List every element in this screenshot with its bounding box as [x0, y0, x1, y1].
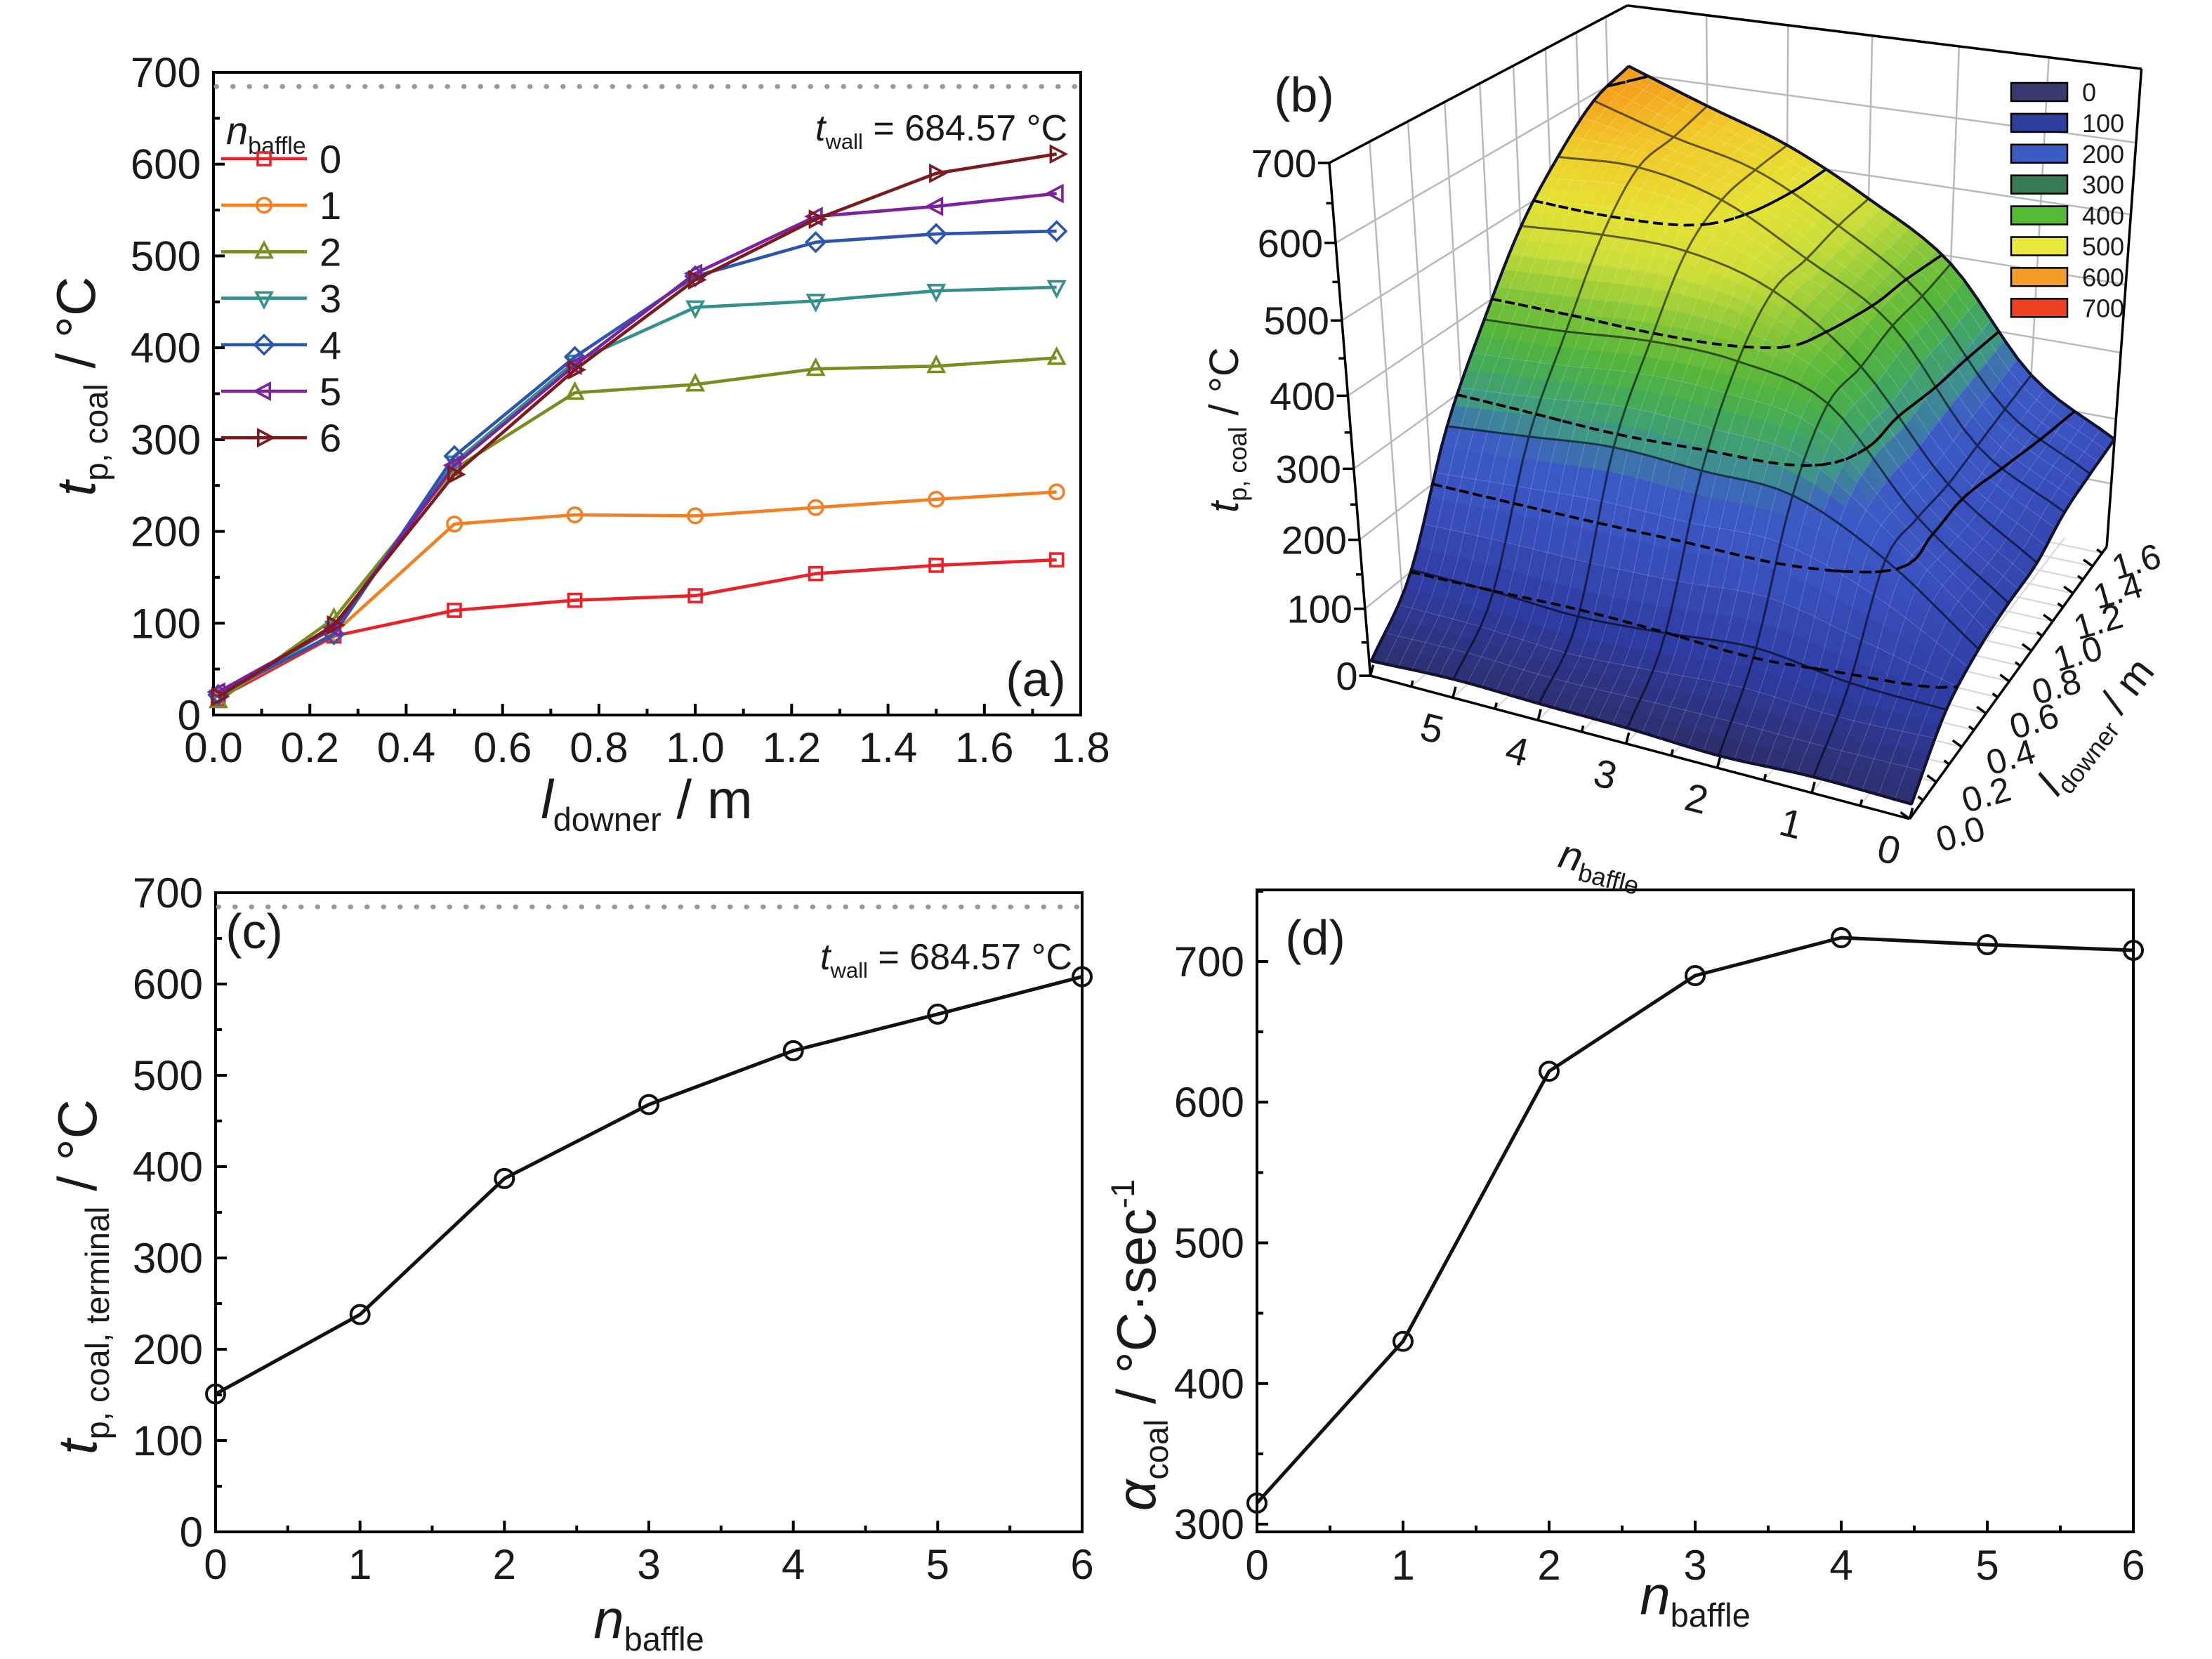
svg-text:(b): (b) — [1274, 67, 1334, 122]
svg-text:100: 100 — [133, 1417, 203, 1464]
svg-text:500: 500 — [131, 232, 201, 280]
svg-text:1: 1 — [1391, 1542, 1414, 1589]
svg-text:0: 0 — [204, 1541, 227, 1588]
svg-text:0.8: 0.8 — [570, 724, 628, 771]
svg-text:0: 0 — [1245, 1542, 1268, 1589]
svg-text:tp, coal, terminal / °C: tp, coal, terminal / °C — [46, 1099, 116, 1455]
svg-text:1: 1 — [348, 1541, 371, 1588]
svg-text:tp, coal / °C: tp, coal / °C — [1202, 347, 1252, 513]
svg-text:(c): (c) — [225, 904, 283, 959]
svg-text:twall = 684.57 °C: twall = 684.57 °C — [815, 108, 1067, 154]
svg-text:300: 300 — [2082, 171, 2124, 199]
svg-text:400: 400 — [133, 1143, 203, 1191]
svg-text:6: 6 — [320, 416, 341, 460]
svg-text:100: 100 — [131, 600, 201, 647]
svg-text:1: 1 — [320, 183, 341, 228]
svg-text:600: 600 — [1258, 221, 1323, 265]
svg-text:400: 400 — [2082, 202, 2124, 230]
svg-text:nbaffle: nbaffle — [226, 108, 306, 159]
svg-text:0.6: 0.6 — [473, 724, 532, 771]
svg-text:5: 5 — [926, 1541, 949, 1588]
svg-text:700: 700 — [133, 870, 203, 917]
svg-text:1.8: 1.8 — [1051, 724, 1110, 771]
svg-text:1.6: 1.6 — [955, 724, 1013, 771]
svg-text:4: 4 — [320, 323, 341, 367]
svg-text:300: 300 — [131, 417, 201, 464]
svg-text:5: 5 — [1975, 1542, 1999, 1589]
svg-text:500: 500 — [1174, 1220, 1244, 1267]
svg-text:6: 6 — [2121, 1542, 2145, 1589]
svg-text:6: 6 — [1070, 1541, 1093, 1588]
svg-text:0: 0 — [180, 1509, 203, 1556]
svg-text:100: 100 — [2082, 109, 2124, 138]
svg-text:5: 5 — [320, 369, 341, 414]
svg-text:100: 100 — [1286, 587, 1352, 631]
svg-text:500: 500 — [1263, 299, 1329, 343]
svg-text:200: 200 — [1282, 518, 1347, 563]
svg-text:600: 600 — [1174, 1079, 1244, 1126]
svg-text:700: 700 — [131, 49, 201, 96]
svg-text:0: 0 — [320, 137, 341, 181]
svg-text:700: 700 — [1174, 938, 1244, 985]
svg-text:0: 0 — [2082, 78, 2096, 107]
svg-text:600: 600 — [133, 961, 203, 1008]
svg-text:1.0: 1.0 — [666, 724, 724, 771]
svg-text:200: 200 — [2082, 140, 2124, 169]
svg-text:0: 0 — [1336, 654, 1357, 698]
svg-text:ldowner / m: ldowner / m — [541, 768, 753, 838]
svg-text:600: 600 — [2082, 263, 2124, 291]
svg-text:3: 3 — [637, 1541, 660, 1588]
svg-text:0.0: 0.0 — [184, 724, 242, 771]
svg-text:400: 400 — [1270, 374, 1335, 418]
svg-text:1.2: 1.2 — [763, 724, 821, 771]
svg-text:300: 300 — [1275, 447, 1341, 491]
svg-text:500: 500 — [133, 1052, 203, 1099]
svg-text:600: 600 — [131, 141, 201, 188]
svg-text:2: 2 — [320, 230, 341, 274]
svg-text:nbaffle: nbaffle — [1640, 1564, 1751, 1634]
svg-text:300: 300 — [1174, 1501, 1244, 1548]
svg-text:0.2: 0.2 — [280, 724, 338, 771]
svg-text:4: 4 — [782, 1541, 805, 1588]
svg-text:200: 200 — [133, 1326, 203, 1373]
svg-text:500: 500 — [2082, 232, 2124, 261]
svg-text:2: 2 — [1537, 1542, 1560, 1589]
svg-text:tp, coal / °C: tp, coal / °C — [45, 277, 114, 497]
svg-text:0: 0 — [178, 692, 201, 739]
svg-text:3: 3 — [1683, 1542, 1706, 1589]
svg-text:200: 200 — [131, 509, 201, 556]
svg-text:400: 400 — [1174, 1360, 1244, 1408]
svg-text:twall = 684.57 °C: twall = 684.57 °C — [820, 937, 1072, 983]
svg-text:2: 2 — [493, 1541, 516, 1588]
svg-text:0.4: 0.4 — [377, 724, 435, 771]
svg-text:αcoal / °C·sec-1: αcoal / °C·sec-1 — [1104, 1179, 1175, 1511]
svg-text:(a): (a) — [1006, 652, 1066, 707]
svg-text:4: 4 — [1829, 1542, 1852, 1589]
svg-text:nbaffle: nbaffle — [593, 1588, 704, 1658]
svg-text:(d): (d) — [1285, 910, 1345, 965]
svg-text:1.4: 1.4 — [859, 724, 917, 771]
svg-text:700: 700 — [2082, 294, 2124, 322]
svg-text:300: 300 — [133, 1235, 203, 1282]
svg-text:400: 400 — [131, 324, 201, 372]
svg-text:3: 3 — [320, 277, 341, 321]
svg-text:700: 700 — [1251, 141, 1316, 185]
